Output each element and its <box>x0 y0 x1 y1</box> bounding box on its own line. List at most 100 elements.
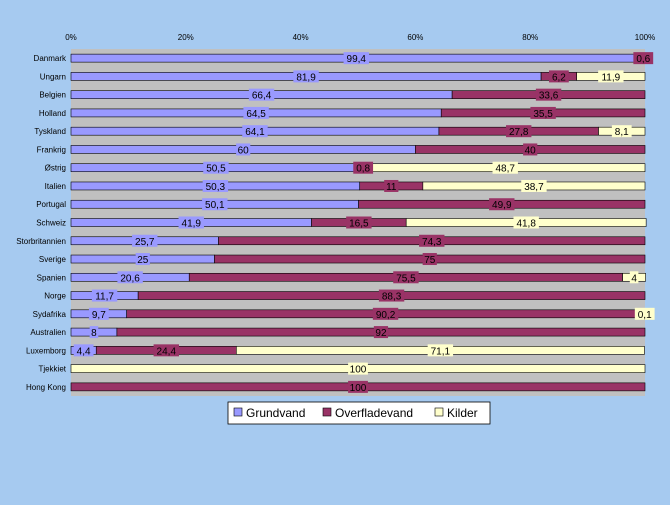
data-label: 50,5 <box>206 164 226 175</box>
data-label-bg <box>549 70 569 83</box>
data-label-bg <box>236 143 251 156</box>
data-label: 16,5 <box>349 219 369 230</box>
category-label: Spanien <box>37 273 66 282</box>
data-label: 48,7 <box>495 164 515 175</box>
data-label-bg <box>132 234 158 247</box>
data-label: 60 <box>238 145 250 156</box>
category-label: Østrig <box>45 164 66 173</box>
data-label-bg <box>384 179 399 192</box>
x-tick-label: 100% <box>635 33 655 42</box>
category-label: Frankrig <box>37 145 66 154</box>
legend-box <box>227 401 491 425</box>
data-label-bg <box>153 344 179 357</box>
data-label: 75 <box>424 255 436 266</box>
data-label-bg <box>202 179 229 192</box>
data-label-bg <box>513 216 539 229</box>
data-label: 0,1 <box>638 310 652 321</box>
data-label-bg <box>203 161 229 174</box>
data-label: 27,8 <box>509 127 529 138</box>
category-label: Belgien <box>39 91 66 100</box>
data-label-bg <box>88 307 109 320</box>
category-label: Schweiz <box>36 219 66 228</box>
data-label-bg <box>419 234 445 247</box>
legend-swatch <box>434 407 444 417</box>
data-label-bg <box>348 380 368 393</box>
data-label-bg <box>535 88 562 101</box>
data-label-bg <box>506 125 532 138</box>
category-label: Australien <box>30 328 66 337</box>
data-label: 0,8 <box>356 164 370 175</box>
category-label: Storbritannien <box>16 237 66 246</box>
data-label: 88,3 <box>382 292 402 303</box>
data-label: 0,6 <box>636 54 650 65</box>
legend-label: Kilder <box>447 406 478 420</box>
data-label: 33,6 <box>539 91 559 102</box>
category-label: Tjekkiet <box>38 365 66 374</box>
data-label: 11,9 <box>601 72 620 83</box>
data-label: 11 <box>386 182 397 193</box>
legend-label: Overfladevand <box>335 406 413 420</box>
category-label: Hong Kong <box>26 383 66 392</box>
data-label-bg <box>523 143 538 156</box>
category-label: Luxemborg <box>26 346 66 355</box>
data-label: 4,4 <box>77 346 91 357</box>
category-label: Italien <box>45 182 66 191</box>
category-label: Norge <box>44 292 66 301</box>
data-label-bg <box>393 271 419 284</box>
data-label: 9,7 <box>92 310 106 321</box>
data-label-bg <box>178 216 204 229</box>
legend-swatch <box>322 407 332 417</box>
data-label: 81,9 <box>296 72 316 83</box>
data-label: 25 <box>137 255 149 266</box>
data-label-bg <box>243 106 269 119</box>
data-label: 50,3 <box>206 182 226 193</box>
data-label: 99,4 <box>347 54 367 65</box>
data-label-bg <box>427 344 454 357</box>
x-tick-label: 60% <box>407 33 423 42</box>
data-label-bg <box>372 307 399 320</box>
data-label: 38,7 <box>524 182 544 193</box>
data-label: 92 <box>375 328 387 339</box>
data-label: 11,7 <box>95 292 114 303</box>
data-label: 75,5 <box>396 273 416 284</box>
data-label-bg <box>293 70 319 83</box>
data-label-bg <box>634 307 655 320</box>
data-label: 71,1 <box>431 346 451 357</box>
data-label-bg <box>492 161 518 174</box>
category-label: Portugal <box>36 200 66 209</box>
data-label: 25,7 <box>135 237 155 248</box>
data-label-bg <box>378 289 405 302</box>
data-label-bg <box>248 88 275 101</box>
data-label-bg <box>91 289 118 302</box>
data-label-bg <box>73 344 94 357</box>
data-label-bg <box>521 179 547 192</box>
data-label-bg <box>611 125 632 138</box>
x-tick-label: 80% <box>522 33 538 42</box>
x-tick-label: 20% <box>178 33 194 42</box>
legend-label: Grundvand <box>246 406 305 420</box>
x-tick-label: 0% <box>65 33 77 42</box>
data-label: 50,1 <box>205 200 225 211</box>
data-label-bg <box>353 161 374 174</box>
data-label: 20,6 <box>120 273 140 284</box>
data-label-bg <box>343 52 369 65</box>
data-label-bg <box>242 125 268 138</box>
data-label: 41,9 <box>182 219 202 230</box>
data-label: 90,2 <box>376 310 396 321</box>
data-label-bg <box>629 271 639 284</box>
legend-swatch <box>233 407 243 417</box>
data-label-bg <box>135 253 150 266</box>
data-label: 6,2 <box>552 72 566 83</box>
data-label: 41,8 <box>516 219 536 230</box>
category-label: Tyskland <box>34 127 66 136</box>
data-label: 64,1 <box>245 127 265 138</box>
data-label: 100 <box>350 383 367 394</box>
category-label: Sydafrika <box>33 310 67 319</box>
category-label: Ungarn <box>40 72 66 81</box>
data-label: 35,5 <box>533 109 553 120</box>
data-label: 24,4 <box>157 346 177 357</box>
data-label: 8 <box>91 328 97 339</box>
category-label: Holland <box>39 109 66 118</box>
